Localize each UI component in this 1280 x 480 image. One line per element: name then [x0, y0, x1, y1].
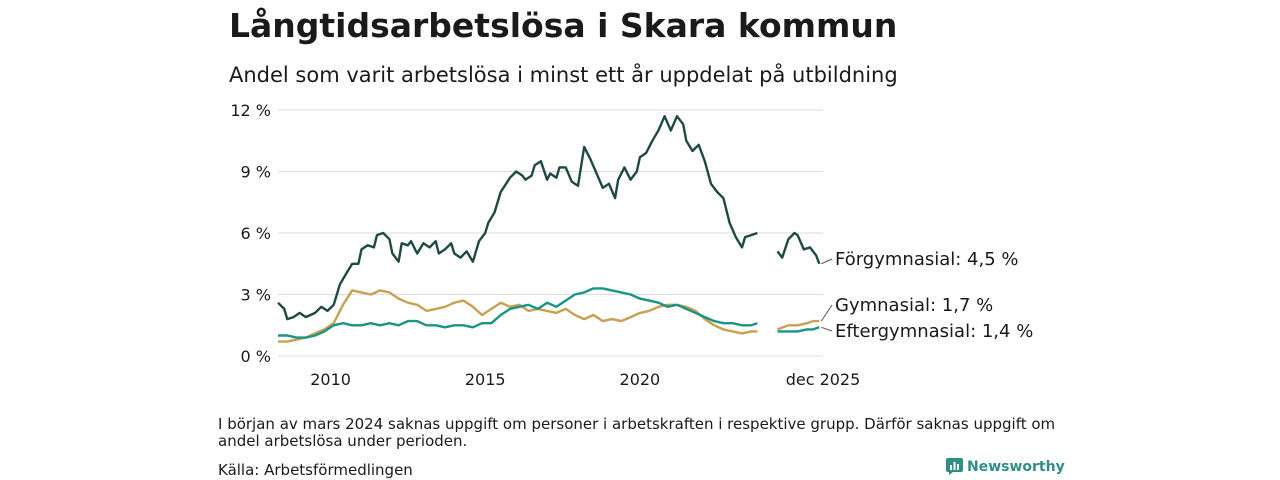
x-tick-label: 2010	[310, 370, 351, 389]
brand-name: Newsworthy	[967, 458, 1065, 475]
series-label-gymnasial: Gymnasial: 1,7 %	[835, 295, 993, 316]
x-tick-label: 2015	[465, 370, 506, 389]
series-line-eftergymnasial	[777, 326, 820, 333]
series-labels: Förgymnasial: 4,5 % Gymnasial: 1,7 % Efter…	[820, 249, 1033, 342]
grid	[278, 109, 823, 357]
y-tick-label: 6 %	[241, 224, 271, 243]
x-tick-label: 2020	[620, 370, 661, 389]
newsworthy-logo-icon	[946, 458, 963, 475]
x-tick-label: dec 2025	[786, 370, 861, 389]
series-line-eftergymnasial	[278, 287, 758, 339]
footnote: I början av mars 2024 saknas uppgift om …	[218, 415, 1056, 450]
y-tick-label: 3 %	[241, 286, 271, 305]
series-lines	[277, 115, 821, 343]
chart-title: Långtidsarbetslösa i Skara kommun	[229, 6, 898, 45]
label-leader	[821, 258, 833, 265]
series-line-förgymnasial	[776, 231, 821, 265]
x-axis-ticks: 2010 2015 2020 dec 2025	[310, 370, 860, 389]
series-line-gymnasial	[777, 319, 820, 331]
label-leader	[820, 304, 833, 322]
label-leader	[821, 326, 833, 332]
series-line-förgymnasial	[277, 115, 758, 321]
series-label-förgymnasial: Förgymnasial: 4,5 %	[835, 249, 1019, 270]
y-tick-label: 9 %	[241, 163, 271, 182]
newsworthy-brand[interactable]: Newsworthy	[946, 458, 1065, 475]
source-text: Källa: Arbetsförmedlingen	[218, 461, 413, 479]
series-label-eftergymnasial: Eftergymnasial: 1,4 %	[835, 321, 1033, 342]
y-tick-label: 0 %	[241, 347, 271, 366]
y-tick-label: 12 %	[230, 101, 271, 120]
y-axis-ticks: 0 % 3 % 6 % 9 % 12 %	[230, 101, 271, 366]
series-line-gymnasial	[278, 289, 758, 343]
chart-subtitle: Andel som varit arbetslösa i minst ett å…	[229, 63, 898, 87]
